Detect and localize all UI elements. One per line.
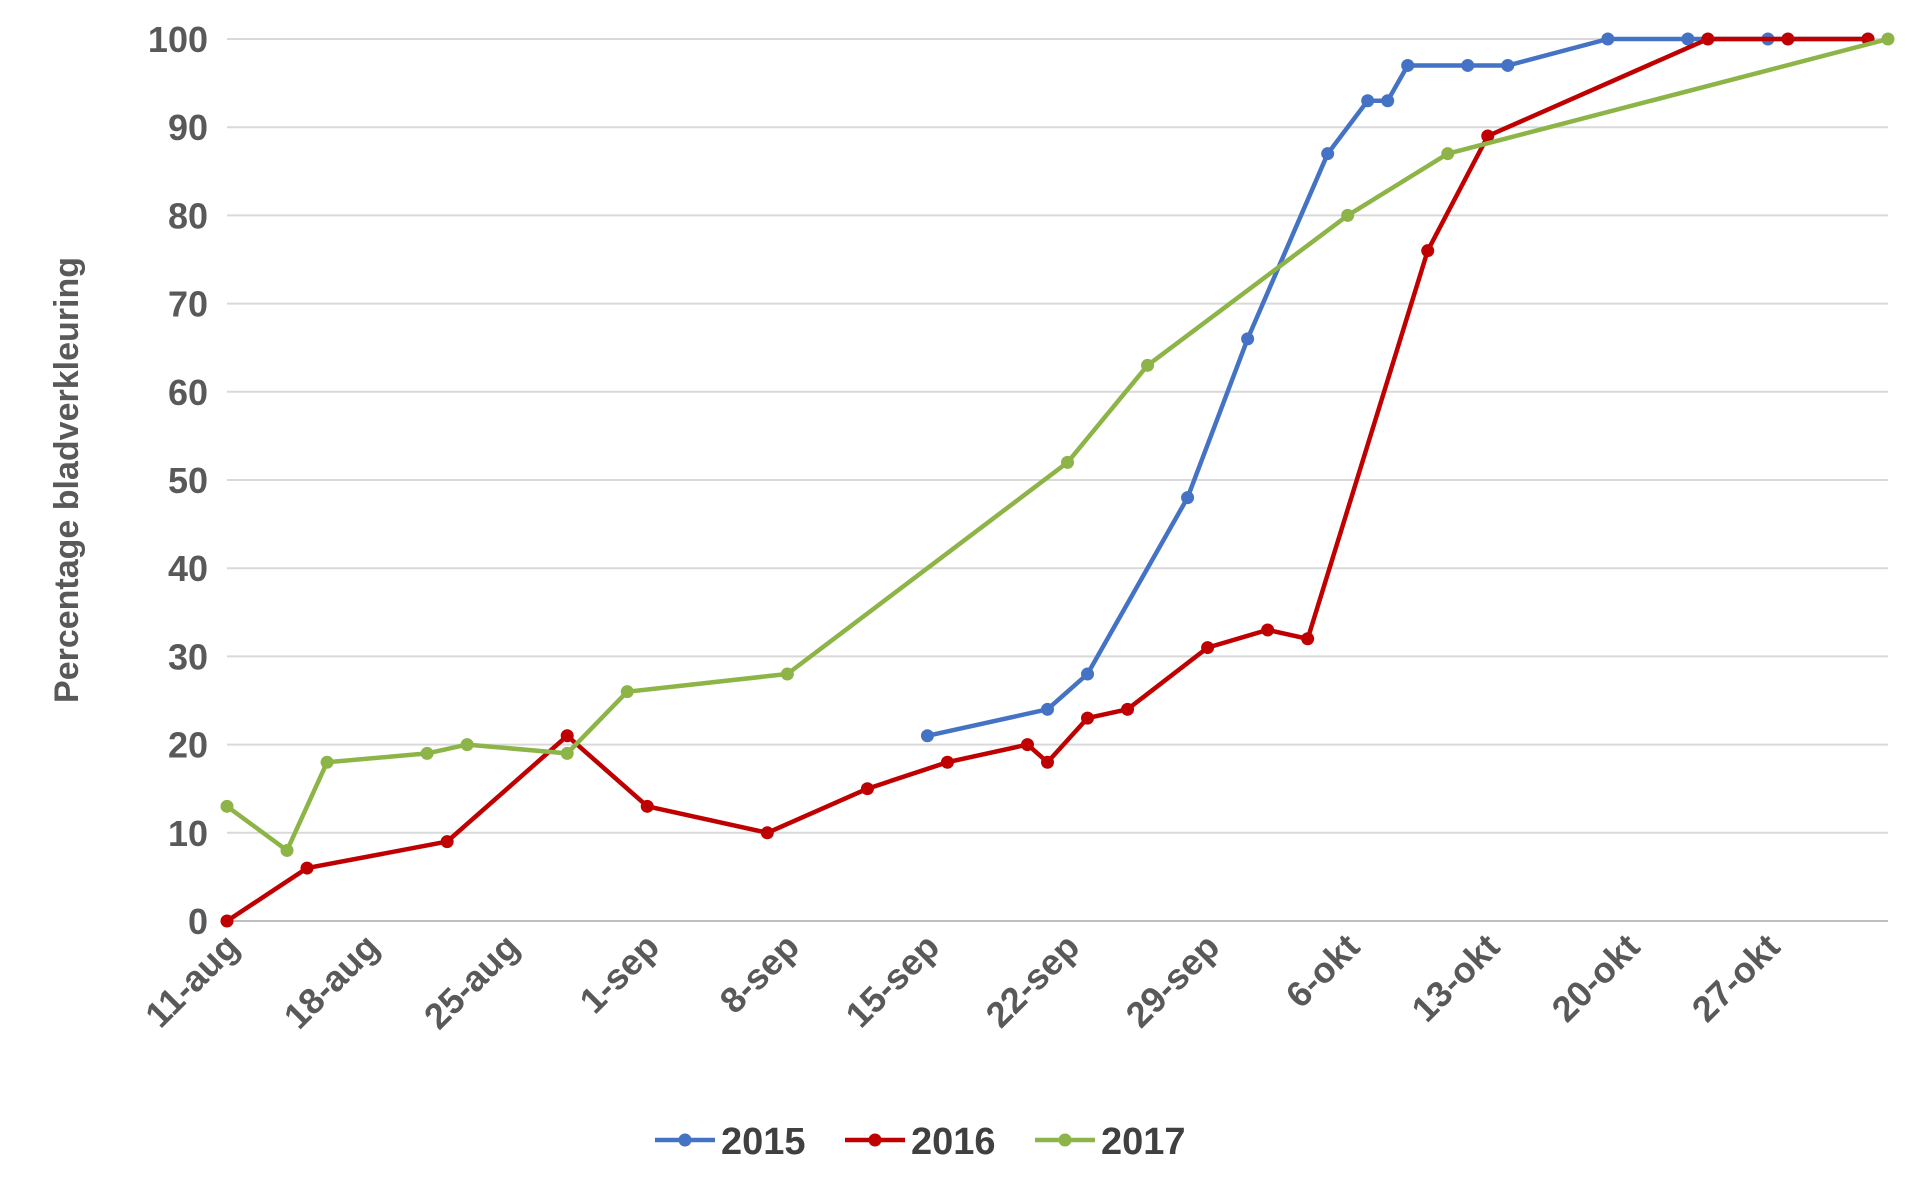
data-point-2017 bbox=[620, 685, 634, 699]
data-point-2016 bbox=[1301, 632, 1315, 646]
data-point-2016 bbox=[860, 782, 874, 796]
legend-marker bbox=[1058, 1133, 1072, 1147]
data-point-2016 bbox=[220, 914, 234, 928]
data-point-2016 bbox=[760, 826, 774, 840]
data-point-2015 bbox=[1181, 491, 1195, 505]
data-point-2016 bbox=[940, 755, 954, 769]
legend-item-2015: 2015 bbox=[655, 1121, 806, 1163]
data-point-2016 bbox=[1040, 755, 1054, 769]
data-point-2016 bbox=[1121, 702, 1135, 716]
x-tick-label: 11-aug bbox=[137, 926, 247, 1036]
data-point-2016 bbox=[1020, 738, 1034, 752]
x-tick-label: 29-sep bbox=[1118, 926, 1228, 1036]
data-point-2017 bbox=[460, 738, 474, 752]
x-tick-label: 18-aug bbox=[276, 926, 387, 1037]
series-2015 bbox=[920, 32, 1875, 743]
data-point-2016 bbox=[1081, 711, 1095, 725]
y-tick-label: 0 bbox=[188, 901, 208, 942]
data-point-2017 bbox=[1441, 147, 1455, 161]
data-point-2015 bbox=[1401, 58, 1415, 72]
data-point-2017 bbox=[1881, 32, 1895, 46]
data-point-2015 bbox=[1040, 702, 1054, 716]
legend-marker bbox=[868, 1133, 882, 1147]
y-tick-label: 50 bbox=[168, 460, 208, 501]
data-point-2017 bbox=[560, 746, 574, 760]
data-point-2016 bbox=[560, 729, 574, 743]
legend: 2015 2016 2017 bbox=[655, 1121, 1186, 1163]
data-point-2015 bbox=[1501, 58, 1515, 72]
data-point-2015 bbox=[1681, 32, 1695, 46]
data-point-2016 bbox=[1261, 623, 1275, 637]
data-point-2015 bbox=[1461, 58, 1475, 72]
y-tick-label: 70 bbox=[168, 284, 208, 325]
x-tick-label: 15-sep bbox=[837, 926, 947, 1036]
x-tick-label: 22-sep bbox=[978, 926, 1088, 1036]
data-point-2017 bbox=[420, 746, 434, 760]
y-tick-label: 40 bbox=[168, 548, 208, 589]
x-tick-label: 1-sep bbox=[571, 926, 666, 1021]
y-tick-label: 80 bbox=[168, 195, 208, 236]
data-point-2016 bbox=[640, 799, 654, 813]
series-2016 bbox=[220, 32, 1875, 928]
data-point-2015 bbox=[1081, 667, 1095, 681]
x-axis-ticks: 11-aug 18-aug 25-aug 1-sep 8-sep 15-sep 22-sep… bbox=[137, 926, 1788, 1037]
x-tick-label: 27-okt bbox=[1684, 926, 1788, 1030]
legend-label: 2016 bbox=[911, 1121, 996, 1163]
data-point-2017 bbox=[780, 667, 794, 681]
series-2017 bbox=[220, 32, 1895, 857]
data-point-2016 bbox=[1201, 641, 1215, 655]
data-point-2016 bbox=[440, 835, 454, 849]
data-point-2015 bbox=[1361, 94, 1375, 108]
x-tick-label: 25-aug bbox=[416, 926, 527, 1037]
data-point-2015 bbox=[1601, 32, 1615, 46]
legend-marker bbox=[678, 1133, 692, 1147]
series-line-2017 bbox=[224, 36, 1891, 853]
data-point-2017 bbox=[280, 843, 294, 857]
data-point-2016 bbox=[300, 861, 314, 875]
legend-label: 2015 bbox=[721, 1121, 806, 1163]
y-tick-label: 90 bbox=[168, 107, 208, 148]
data-point-2017 bbox=[220, 799, 234, 813]
data-point-2017 bbox=[1141, 358, 1155, 372]
x-tick-label: 20-okt bbox=[1544, 926, 1648, 1030]
x-tick-label: 6-okt bbox=[1278, 926, 1368, 1016]
series-layer bbox=[220, 32, 1895, 928]
y-axis-ticks: 0 10 20 30 40 50 60 70 80 90 100 bbox=[148, 19, 208, 942]
y-tick-label: 60 bbox=[168, 372, 208, 413]
y-tick-label: 30 bbox=[168, 636, 208, 677]
x-tick-label: 8-sep bbox=[712, 926, 807, 1021]
legend-label: 2017 bbox=[1101, 1121, 1186, 1163]
data-point-2017 bbox=[1341, 208, 1355, 222]
data-point-2016 bbox=[1781, 32, 1795, 46]
data-point-2017 bbox=[320, 755, 334, 769]
y-tick-label: 100 bbox=[148, 19, 208, 60]
data-point-2016 bbox=[1701, 32, 1715, 46]
legend-item-2016: 2016 bbox=[845, 1121, 996, 1163]
y-tick-label: 20 bbox=[168, 725, 208, 766]
y-axis-title: Percentage bladverkleuring bbox=[48, 257, 86, 703]
data-point-2017 bbox=[1061, 455, 1075, 469]
series-line-2015 bbox=[925, 36, 1871, 739]
data-point-2016 bbox=[1421, 244, 1435, 258]
y-tick-label: 10 bbox=[168, 813, 208, 854]
data-point-2015 bbox=[920, 729, 934, 743]
series-line-2016 bbox=[224, 36, 1871, 924]
data-point-2015 bbox=[1381, 94, 1395, 108]
data-point-2016 bbox=[1481, 129, 1495, 143]
x-tick-label: 13-okt bbox=[1403, 926, 1507, 1030]
gridlines bbox=[227, 38, 1888, 834]
data-point-2015 bbox=[1321, 147, 1335, 161]
legend-item-2017: 2017 bbox=[1035, 1121, 1186, 1163]
data-point-2015 bbox=[1241, 332, 1255, 346]
